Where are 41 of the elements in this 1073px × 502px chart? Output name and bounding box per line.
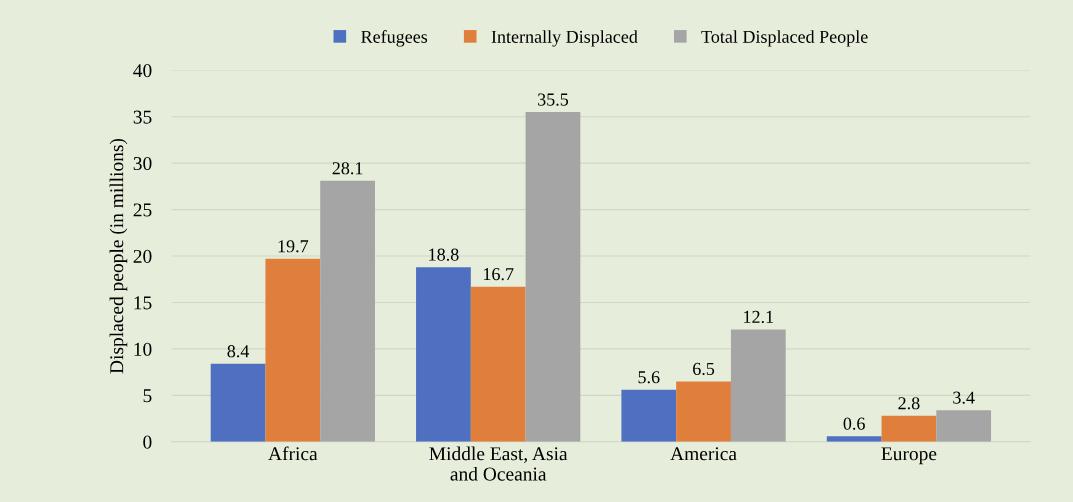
y-axis-title: Displaced people (in millions) bbox=[109, 138, 128, 374]
legend-label: Total Displaced People bbox=[701, 30, 868, 47]
bar bbox=[416, 267, 471, 442]
y-tick-label: 20 bbox=[133, 249, 152, 263]
y-tick-label: 0 bbox=[143, 435, 152, 449]
data-label: 6.5 bbox=[693, 362, 715, 376]
y-tick-label: 25 bbox=[133, 203, 152, 217]
x-tick-label: Middle East, Asia and Oceania bbox=[429, 446, 568, 481]
bar bbox=[265, 258, 321, 442]
bar bbox=[936, 410, 992, 442]
bar bbox=[881, 415, 937, 442]
y-tick-label: 15 bbox=[134, 296, 152, 310]
data-label: 16.7 bbox=[483, 268, 514, 281]
data-label: 8.4 bbox=[227, 345, 250, 358]
data-label: 0.6 bbox=[843, 417, 865, 430]
bar bbox=[320, 180, 375, 442]
data-label: 19.7 bbox=[278, 240, 309, 253]
data-label: 18.8 bbox=[429, 248, 459, 261]
y-tick-label: 30 bbox=[133, 156, 152, 171]
x-tick-label: Europe bbox=[881, 447, 937, 465]
x-tick-label: Africa bbox=[268, 446, 318, 461]
data-label: 5.6 bbox=[638, 371, 660, 384]
data-label: 2.8 bbox=[898, 397, 920, 410]
bar bbox=[470, 286, 526, 442]
bar bbox=[826, 436, 882, 442]
y-tick-label: 35 bbox=[133, 110, 152, 124]
data-label: 12.1 bbox=[744, 310, 774, 324]
data-label: 35.5 bbox=[538, 93, 569, 106]
y-tick-label: 40 bbox=[133, 64, 152, 78]
data-label: 28.1 bbox=[332, 162, 363, 175]
bar bbox=[621, 389, 677, 442]
bar bbox=[525, 112, 581, 442]
x-tick-label: America bbox=[670, 447, 737, 461]
data-label: 3.4 bbox=[953, 391, 975, 404]
bar bbox=[730, 329, 786, 442]
y-tick-label: 5 bbox=[143, 389, 152, 403]
bar bbox=[210, 363, 266, 442]
legend-label: Refugees bbox=[361, 29, 428, 47]
bar bbox=[676, 381, 731, 442]
y-tick-label: 10 bbox=[134, 342, 152, 356]
legend-label: Internally Displaced bbox=[491, 30, 638, 47]
